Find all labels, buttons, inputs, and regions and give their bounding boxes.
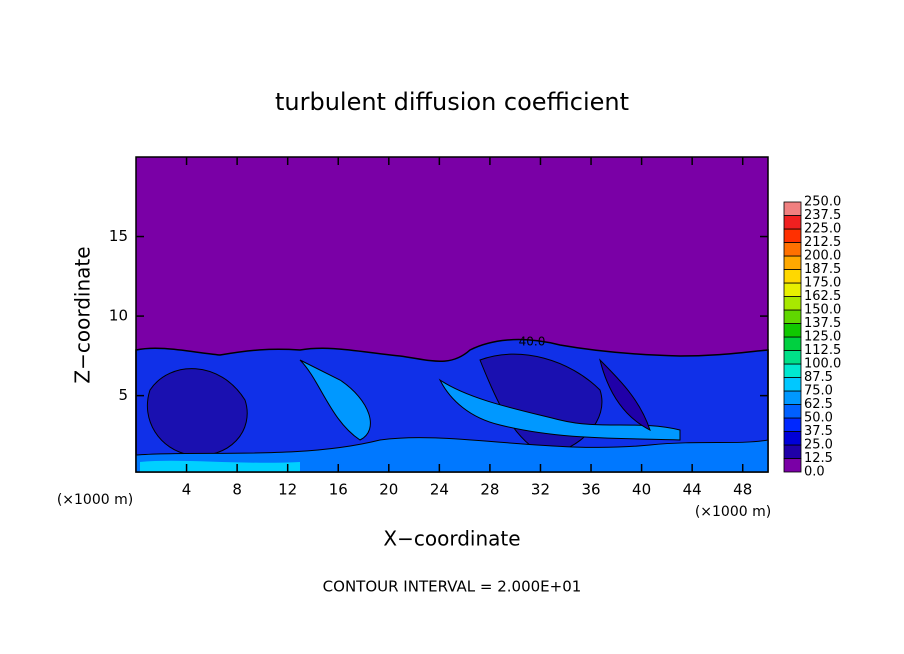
colorbar-band	[783, 201, 802, 216]
colorbar-band	[783, 296, 802, 311]
x-tick-label: 4	[182, 481, 192, 499]
colorbar-band	[783, 390, 802, 405]
chart-title: turbulent diffusion coefficient	[275, 88, 629, 116]
colorbar-band	[783, 228, 802, 243]
y-axis-title: Z−coordinate	[71, 246, 95, 383]
y-unit: (×1000 m)	[57, 492, 133, 508]
colorbar-band	[783, 309, 802, 324]
colorbar-band	[783, 282, 802, 297]
colorbar-band	[783, 417, 802, 432]
colorbar-band	[783, 255, 802, 270]
x-tick-label: 8	[232, 481, 242, 499]
field	[135, 157, 769, 473]
colorbar-label: 250.0	[804, 195, 841, 210]
colorbar-band	[783, 215, 802, 230]
colorbar-label: 237.5	[804, 208, 841, 223]
contour-label: 40.0	[519, 335, 546, 349]
colorbar-label: 175.0	[804, 276, 841, 291]
colorbar-band	[783, 242, 802, 257]
colorbar-band	[783, 363, 802, 378]
colorbar-label: 62.5	[804, 397, 833, 412]
colorbar-label: 37.5	[804, 424, 833, 439]
x-tick-label: 28	[480, 481, 499, 499]
colorbar-label: 200.0	[804, 249, 841, 264]
colorbar-label: 50.0	[804, 411, 833, 426]
colorbar-band	[783, 431, 802, 446]
colorbar-label: 150.0	[804, 303, 841, 318]
x-axis-title: X−coordinate	[383, 527, 520, 551]
colorbar-label: 125.0	[804, 330, 841, 345]
annotation: CONTOUR INTERVAL = 2.000E+01	[323, 578, 582, 596]
y-tick-label: 10	[109, 307, 128, 325]
x-tick-label: 12	[278, 481, 297, 499]
colorbar-label: 75.0	[804, 384, 833, 399]
field-region	[146, 368, 248, 457]
plot-frame	[135, 156, 769, 473]
x-tick-label: 48	[733, 481, 752, 499]
colorbar-label: 87.5	[804, 370, 833, 385]
colorbar-label: 0.0	[804, 465, 825, 480]
colorbar-band	[783, 404, 802, 419]
colorbar-label: 162.5	[804, 289, 841, 304]
field-region	[599, 358, 651, 431]
colorbar-label: 100.0	[804, 357, 841, 372]
colorbar-band	[783, 458, 802, 473]
colorbar-band	[783, 377, 802, 392]
colorbar-label: 137.5	[804, 316, 841, 331]
colorbar-label: 187.5	[804, 262, 841, 277]
colorbar-band	[783, 350, 802, 365]
x-tick-label: 20	[379, 481, 398, 499]
colorbar-band	[783, 336, 802, 351]
colorbar-band	[783, 269, 802, 284]
x-tick-label: 32	[531, 481, 550, 499]
colorbar-band	[783, 444, 802, 459]
colorbar-band	[783, 323, 802, 338]
colorbar-label: 25.0	[804, 438, 833, 453]
field-region	[438, 378, 681, 441]
x-tick-label: 16	[329, 481, 348, 499]
field-region	[140, 460, 300, 472]
y-tick-label: 5	[118, 386, 128, 404]
x-tick-label: 36	[581, 481, 600, 499]
x-tick-label: 44	[683, 481, 702, 499]
colorbar-label: 225.0	[804, 222, 841, 237]
x-tick-label: 24	[430, 481, 449, 499]
y-tick-label: 15	[109, 227, 128, 245]
colorbar-label: 112.5	[804, 343, 841, 358]
x-tick-label: 40	[632, 481, 651, 499]
colorbar-label: 212.5	[804, 235, 841, 250]
field-region	[299, 359, 371, 441]
colorbar-label: 12.5	[804, 451, 833, 466]
x-unit: (×1000 m)	[695, 504, 771, 520]
